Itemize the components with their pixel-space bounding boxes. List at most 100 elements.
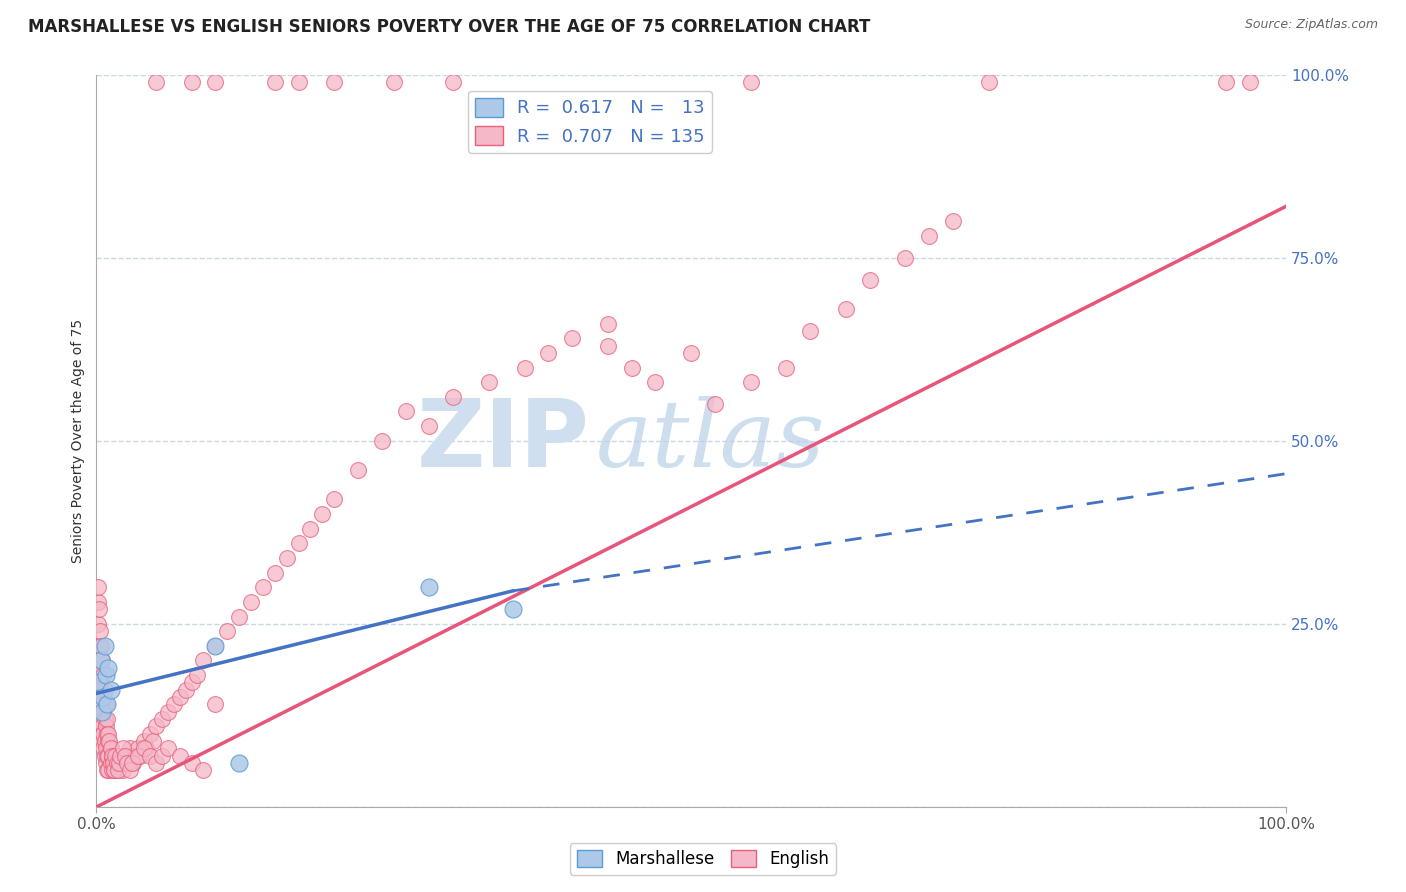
Point <box>111 741 134 756</box>
Point <box>96 764 118 778</box>
Text: atlas: atlas <box>596 396 825 486</box>
Point <box>89 661 111 675</box>
Point <box>180 75 202 89</box>
Point <box>371 434 394 448</box>
Point <box>117 748 139 763</box>
Point <box>311 507 333 521</box>
Point <box>96 748 118 763</box>
Point <box>347 463 370 477</box>
Point <box>108 748 131 763</box>
Point <box>418 419 440 434</box>
Point <box>91 705 114 719</box>
Point <box>96 698 118 712</box>
Point <box>101 748 124 763</box>
Point <box>87 653 110 667</box>
Point <box>117 756 139 770</box>
Point <box>441 75 464 89</box>
Point <box>101 748 124 763</box>
Point <box>97 661 120 675</box>
Point <box>121 756 143 770</box>
Point <box>93 741 115 756</box>
Point <box>799 324 821 338</box>
Point <box>263 75 285 89</box>
Point <box>156 705 179 719</box>
Point <box>117 756 139 770</box>
Point <box>122 756 145 770</box>
Point <box>96 727 118 741</box>
Point <box>124 748 146 763</box>
Point <box>681 346 703 360</box>
Text: MARSHALLESE VS ENGLISH SENIORS POVERTY OVER THE AGE OF 75 CORRELATION CHART: MARSHALLESE VS ENGLISH SENIORS POVERTY O… <box>28 18 870 36</box>
Point <box>204 698 226 712</box>
Point <box>193 764 215 778</box>
Point <box>740 375 762 389</box>
Point <box>97 764 120 778</box>
Point <box>103 764 125 778</box>
Point <box>91 734 114 748</box>
Point <box>513 360 536 375</box>
Point <box>217 624 239 639</box>
Point <box>91 698 114 712</box>
Point <box>114 748 136 763</box>
Point <box>240 595 263 609</box>
Point <box>90 639 112 653</box>
Point <box>703 397 725 411</box>
Point <box>1239 75 1261 89</box>
Point <box>90 705 112 719</box>
Point <box>87 675 110 690</box>
Point <box>97 748 120 763</box>
Point <box>132 734 155 748</box>
Point <box>145 719 167 733</box>
Point <box>94 698 117 712</box>
Point <box>287 536 309 550</box>
Point <box>169 690 191 705</box>
Point <box>323 75 346 89</box>
Point <box>204 639 226 653</box>
Point <box>93 734 115 748</box>
Text: ZIP: ZIP <box>418 395 591 487</box>
Point <box>93 639 115 653</box>
Point <box>180 756 202 770</box>
Point <box>108 756 131 770</box>
Point <box>90 712 112 726</box>
Point <box>94 741 117 756</box>
Point <box>127 748 149 763</box>
Point <box>94 756 117 770</box>
Point <box>620 360 643 375</box>
Point <box>977 75 1000 89</box>
Point <box>478 375 501 389</box>
Point <box>835 301 858 316</box>
Point <box>94 668 117 682</box>
Point <box>193 653 215 667</box>
Point <box>186 668 208 682</box>
Point <box>204 639 226 653</box>
Point <box>96 712 118 726</box>
Point <box>87 639 110 653</box>
Point <box>105 756 128 770</box>
Point <box>93 748 115 763</box>
Point <box>263 566 285 580</box>
Point <box>103 764 125 778</box>
Point <box>93 668 115 682</box>
Point <box>103 756 125 770</box>
Point <box>87 602 110 616</box>
Point <box>89 624 111 639</box>
Point <box>942 214 965 228</box>
Point <box>110 756 132 770</box>
Point <box>90 653 112 667</box>
Point <box>180 675 202 690</box>
Point <box>228 756 250 770</box>
Point <box>97 734 120 748</box>
Point <box>502 602 524 616</box>
Point <box>98 734 121 748</box>
Point <box>91 727 114 741</box>
Point <box>89 682 111 697</box>
Point <box>100 682 122 697</box>
Point <box>104 748 127 763</box>
Point <box>118 764 141 778</box>
Point <box>87 668 110 682</box>
Point <box>89 675 111 690</box>
Point <box>142 734 165 748</box>
Point <box>132 741 155 756</box>
Point <box>86 580 108 594</box>
